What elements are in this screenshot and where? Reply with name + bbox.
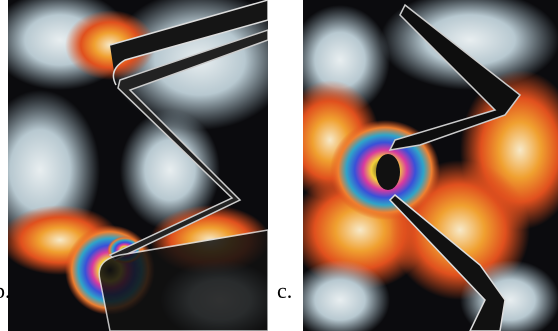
photo-b (8, 0, 268, 331)
photo-c (303, 0, 558, 331)
panel-label: b. (0, 278, 11, 303)
panel-label: c. (277, 278, 292, 303)
